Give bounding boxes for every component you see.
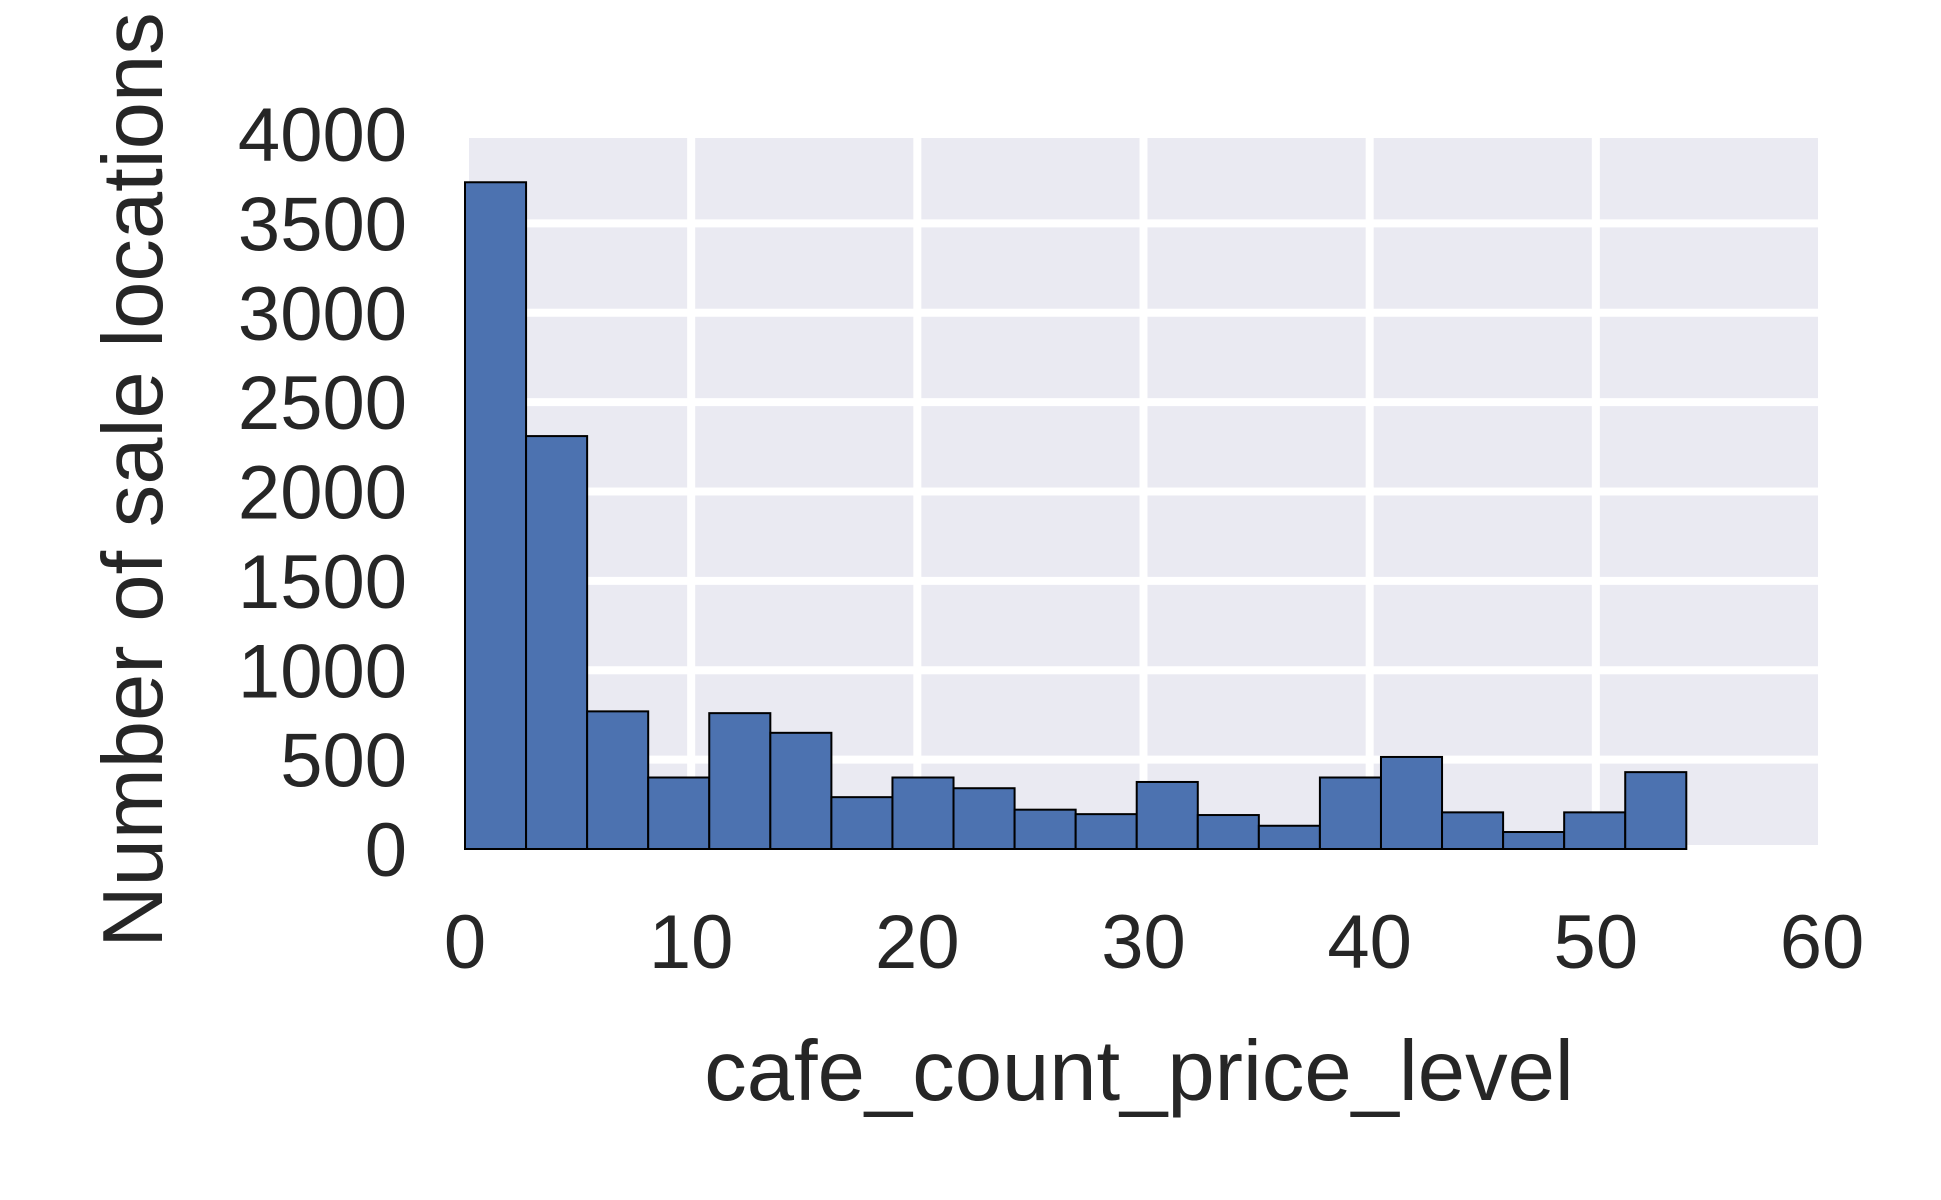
histogram-bar <box>1318 776 1382 850</box>
histogram-bar <box>952 787 1016 850</box>
y-tick-label: 1500 <box>238 540 407 625</box>
y-tick-label: 3000 <box>238 272 407 357</box>
y-tick-label: 3500 <box>238 182 407 267</box>
y-tick-label: 500 <box>280 719 407 804</box>
histogram-bar <box>1074 813 1138 850</box>
histogram-bar <box>1135 780 1199 850</box>
y-tick-label: 2000 <box>238 451 407 536</box>
histogram-bar <box>1196 814 1260 850</box>
histogram-bar <box>891 776 955 850</box>
histogram-bar <box>647 776 711 850</box>
histogram-bar <box>1624 771 1688 851</box>
x-tick-label: 60 <box>1780 900 1865 985</box>
y-tick-label: 0 <box>365 808 407 893</box>
y-axis-title: Number of sale locations <box>86 12 181 947</box>
x-tick-label: 0 <box>444 900 486 985</box>
histogram-bar <box>525 435 589 850</box>
histogram-bar <box>708 712 772 851</box>
histogram-bar <box>1379 755 1444 850</box>
histogram-bar <box>769 731 833 850</box>
x-tick-label: 50 <box>1554 900 1639 985</box>
x-axis-title: cafe_count_price_level <box>704 1024 1573 1119</box>
x-tick-label: 10 <box>649 900 734 985</box>
histogram-bar <box>586 710 650 850</box>
histogram-bar <box>1563 811 1627 851</box>
x-tick-label: 20 <box>875 900 960 985</box>
histogram-bar <box>1013 808 1077 850</box>
x-tick-label: 40 <box>1327 900 1412 985</box>
y-tick-label: 1000 <box>238 629 407 714</box>
x-tick-labels: 0 10 20 30 40 50 60 <box>444 900 1864 985</box>
histogram-bar <box>830 796 894 850</box>
y-tick-label: 2500 <box>238 361 407 446</box>
histogram-bar <box>1257 824 1321 851</box>
histogram-bar <box>1441 811 1505 851</box>
histogram-bar <box>464 181 528 850</box>
y-tick-label: 4000 <box>238 93 407 178</box>
bars <box>464 181 1688 851</box>
x-tick-label: 30 <box>1101 900 1186 985</box>
histogram-bar <box>1502 831 1566 850</box>
